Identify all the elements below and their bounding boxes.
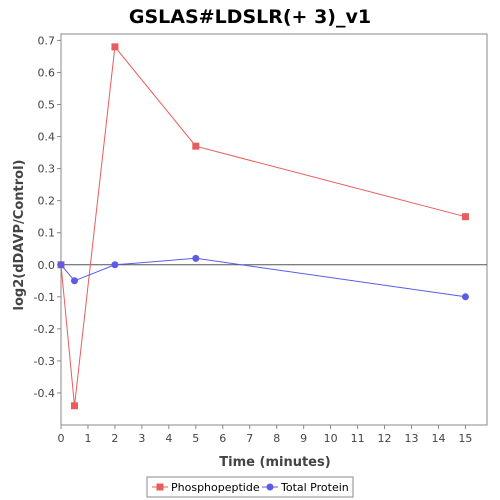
legend-marker	[156, 483, 164, 491]
legend-box	[146, 476, 354, 498]
x-axis-label: Time (minutes)	[219, 455, 330, 470]
x-tick-label: 2	[111, 432, 118, 445]
y-tick-label: -0.2	[34, 323, 55, 336]
data-point	[192, 254, 200, 262]
data-point	[70, 277, 78, 285]
plot-area	[60, 33, 488, 426]
x-tick-label: 5	[192, 432, 199, 445]
y-tick-label: 0.1	[38, 227, 56, 240]
x-tick-label: 13	[405, 432, 419, 445]
y-axis-label: log2(dDAVP/Control)	[12, 160, 27, 311]
data-point	[192, 142, 200, 150]
legend: Phosphopeptide Total Protein	[146, 476, 354, 498]
x-tick-label: 6	[219, 432, 226, 445]
y-tick-label: 0.5	[38, 99, 56, 112]
y-tick-label: 0.4	[38, 131, 56, 144]
x-tick-label: 11	[351, 432, 365, 445]
series-layer	[57, 43, 469, 410]
y-axis: -0.4 -0.3 -0.2 -0.1 0.0 0.1 0.2 0.3 0.4 0.5 0.6 0.7	[34, 34, 61, 400]
x-tick-label: 4	[165, 432, 172, 445]
data-point	[70, 402, 78, 410]
y-tick-label: -0.1	[34, 291, 55, 304]
y-tick-label: 0.2	[38, 195, 56, 208]
data-point	[111, 261, 119, 269]
x-tick-label: 8	[273, 432, 280, 445]
x-tick-label: 7	[246, 432, 253, 445]
legend-marker	[266, 483, 274, 491]
y-tick-label: 0.3	[38, 163, 56, 176]
x-tick-label: 3	[138, 432, 145, 445]
y-tick-label: -0.4	[34, 387, 55, 400]
x-tick-label: 0	[58, 432, 65, 445]
y-tick-label: -0.3	[34, 355, 55, 368]
chart-title: GSLAS#LDSLR(+ 3)_v1	[129, 6, 371, 28]
data-point	[461, 213, 469, 221]
x-tick-label: 10	[324, 432, 338, 445]
x-tick-label: 9	[300, 432, 307, 445]
legend-entry-0: Phosphopeptide	[171, 481, 260, 494]
legend-entry-1: Total Protein	[280, 481, 349, 494]
x-axis: 0 1 2 3 4 5 6 7 8 9 10 11 12 13 14 15	[58, 425, 472, 445]
y-tick-label: 0.0	[38, 259, 56, 272]
y-tick-label: 0.6	[38, 66, 56, 79]
y-tick-label: 0.7	[38, 34, 56, 47]
x-tick-label: 14	[431, 432, 445, 445]
x-tick-label: 1	[84, 432, 91, 445]
data-point	[111, 43, 119, 51]
data-point	[57, 261, 65, 269]
data-point	[461, 293, 469, 301]
x-tick-label: 12	[378, 432, 392, 445]
x-tick-label: 15	[458, 432, 472, 445]
